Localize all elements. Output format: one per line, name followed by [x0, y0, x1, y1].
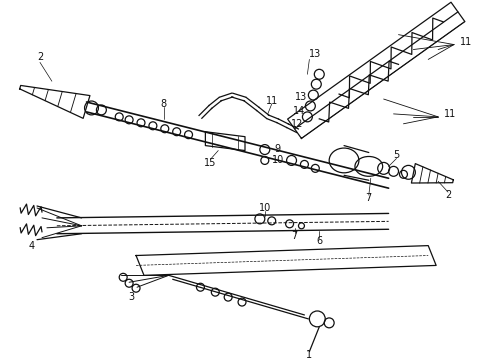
Text: 2: 2	[445, 190, 451, 200]
Text: 10: 10	[259, 203, 271, 213]
Text: 11: 11	[444, 109, 456, 119]
Text: 3: 3	[128, 292, 134, 302]
Text: 13: 13	[309, 49, 321, 59]
Text: 10: 10	[271, 156, 284, 166]
Text: 15: 15	[204, 158, 217, 168]
Text: 7: 7	[292, 231, 297, 241]
Text: 9: 9	[274, 144, 281, 154]
Text: 11: 11	[460, 37, 472, 46]
Text: 11: 11	[266, 96, 278, 106]
Text: 12: 12	[291, 119, 304, 129]
Text: 13: 13	[295, 92, 308, 102]
Text: 14: 14	[294, 106, 306, 116]
Text: 4: 4	[29, 240, 35, 251]
Text: 2: 2	[37, 53, 43, 62]
Text: 8: 8	[161, 99, 167, 109]
Text: 7: 7	[366, 193, 372, 203]
Text: 6: 6	[316, 236, 322, 246]
Text: 1: 1	[306, 350, 313, 360]
Text: 5: 5	[393, 150, 400, 161]
